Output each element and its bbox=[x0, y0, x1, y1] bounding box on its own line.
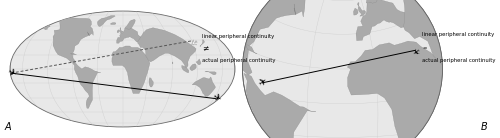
Text: ✈: ✈ bbox=[187, 35, 198, 46]
Polygon shape bbox=[98, 16, 115, 26]
Polygon shape bbox=[49, 18, 93, 63]
Polygon shape bbox=[358, 3, 366, 16]
Ellipse shape bbox=[242, 0, 442, 138]
Polygon shape bbox=[220, 96, 226, 98]
Polygon shape bbox=[356, 0, 415, 41]
Polygon shape bbox=[172, 62, 173, 64]
Text: linear peripheral continuity: linear peripheral continuity bbox=[422, 32, 495, 37]
Polygon shape bbox=[354, 8, 358, 15]
Text: ✈: ✈ bbox=[187, 35, 198, 46]
Polygon shape bbox=[34, 19, 50, 30]
Polygon shape bbox=[192, 77, 216, 96]
Text: ✈: ✈ bbox=[256, 76, 269, 89]
Polygon shape bbox=[72, 63, 101, 108]
Polygon shape bbox=[222, 0, 320, 75]
Polygon shape bbox=[138, 28, 196, 68]
Text: ✈: ✈ bbox=[410, 45, 420, 56]
Text: ✈: ✈ bbox=[5, 67, 17, 79]
Polygon shape bbox=[182, 65, 188, 73]
Polygon shape bbox=[70, 53, 76, 55]
Polygon shape bbox=[487, 36, 490, 43]
Text: actual peripheral continuity: actual peripheral continuity bbox=[202, 58, 276, 63]
Polygon shape bbox=[112, 46, 150, 93]
Polygon shape bbox=[190, 64, 196, 70]
Text: linear peripheral continuity: linear peripheral continuity bbox=[202, 34, 275, 39]
Polygon shape bbox=[246, 44, 257, 54]
Text: B: B bbox=[481, 123, 488, 132]
Polygon shape bbox=[444, 0, 500, 138]
Ellipse shape bbox=[10, 11, 235, 127]
Polygon shape bbox=[116, 28, 143, 43]
Text: A: A bbox=[5, 123, 12, 132]
Polygon shape bbox=[205, 71, 216, 75]
Polygon shape bbox=[244, 73, 316, 138]
Polygon shape bbox=[348, 41, 447, 138]
Polygon shape bbox=[124, 20, 135, 29]
Polygon shape bbox=[110, 23, 116, 24]
Polygon shape bbox=[403, 0, 500, 67]
Text: actual peripheral continuity: actual peripheral continuity bbox=[422, 58, 496, 63]
Text: ≠: ≠ bbox=[202, 44, 209, 54]
Polygon shape bbox=[196, 59, 201, 65]
Polygon shape bbox=[117, 30, 119, 33]
Text: =: = bbox=[422, 46, 427, 51]
Polygon shape bbox=[149, 78, 154, 87]
Text: ✈: ✈ bbox=[210, 92, 222, 105]
Polygon shape bbox=[366, 0, 378, 3]
Polygon shape bbox=[200, 40, 204, 47]
Polygon shape bbox=[120, 28, 123, 33]
Polygon shape bbox=[448, 111, 458, 136]
